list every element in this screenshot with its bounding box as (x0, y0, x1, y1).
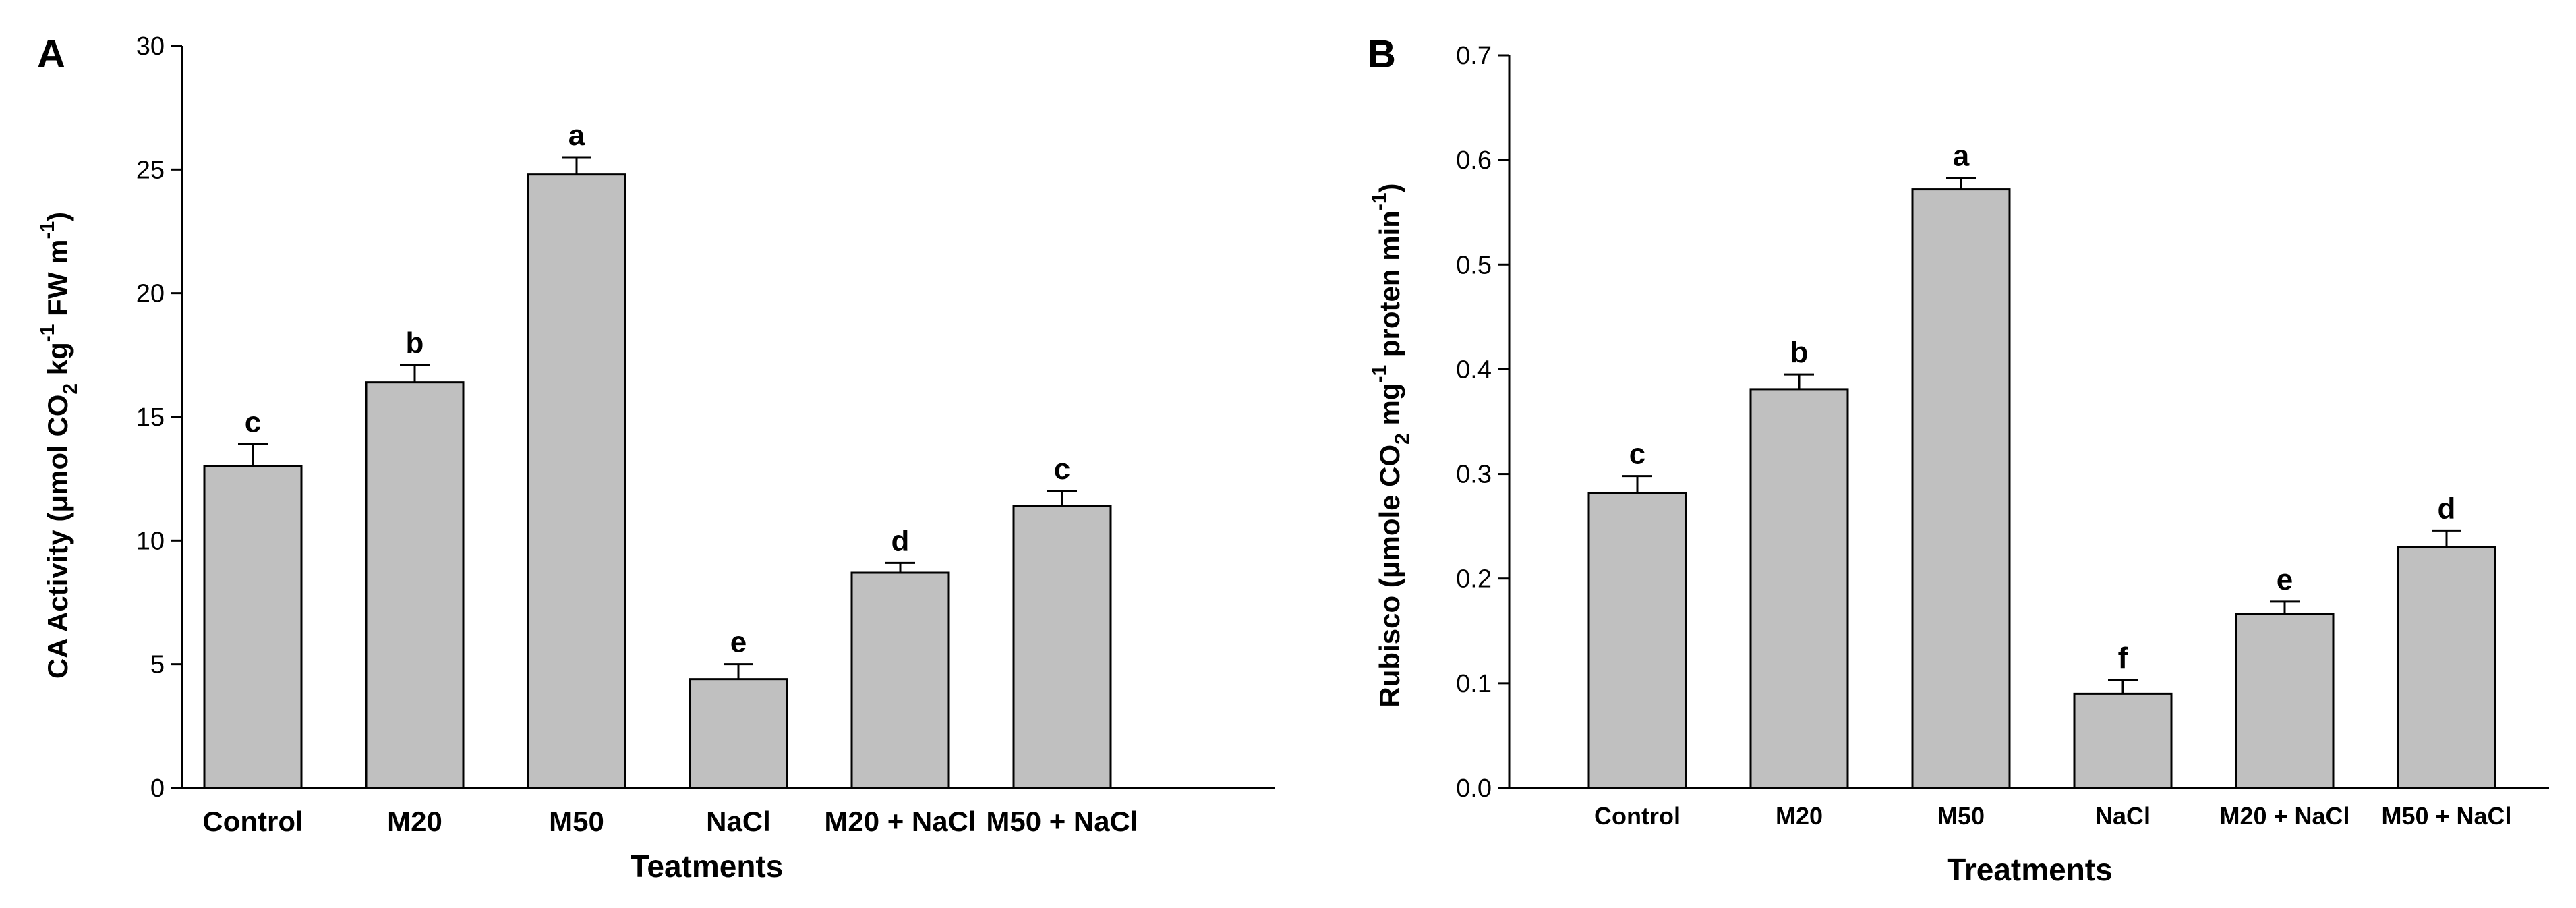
panel-a-y-tick-label: 30 (136, 32, 165, 61)
panel-a-category-label: Control (202, 805, 303, 837)
panel-b-y-tick-label: 0.3 (1456, 461, 1492, 489)
panel-b-significance-letter: b (1790, 336, 1809, 369)
panel-b-y-tick-label: 0.5 (1456, 251, 1492, 279)
panel-b-significance-letter: a (1953, 140, 1970, 173)
panel-a-category-label: M20 (387, 805, 442, 837)
panel-a-x-axis-title: Teatments (631, 849, 784, 884)
panel-b-significance-letter: c (1629, 438, 1645, 471)
panel-b-x-axis-title: Treatments (1947, 852, 2112, 887)
panel-a-y-tick-label: 0 (150, 774, 165, 803)
panel-a-significance-letter: a (568, 119, 585, 152)
panel-b-bar (1911, 188, 2011, 789)
panel-b-y-tick-label: 0.4 (1456, 356, 1492, 384)
panel-b-bar (2235, 613, 2335, 789)
panel-b-category-label: M20 + NaCl (2219, 802, 2349, 830)
panel-a-y-tick-label: 10 (136, 527, 165, 555)
panel-a-significance-letter: b (406, 327, 424, 360)
panel-a-category-label: M20 + NaCl (824, 805, 976, 837)
panel-b-chart: B Rubisco (μmole CO2 mg-1 proten min-1) … (1368, 32, 2549, 887)
panel-b-category-label: NaCl (2095, 802, 2150, 830)
panel-b-category-label: M50 (1937, 802, 1985, 830)
panel-b-category-label: M20 (1776, 802, 1823, 830)
panel-a-category-label: M50 (549, 805, 604, 837)
panel-b-bar (1749, 388, 1849, 789)
panel-b-y-tick-label: 0.6 (1456, 146, 1492, 175)
panel-a-bar (850, 571, 950, 789)
panel-a-y-tick-label: 15 (136, 403, 165, 432)
panel-a-bar (365, 381, 465, 789)
panel-a-significance-letter: c (245, 405, 261, 438)
panel-b-significance-letter: f (2118, 642, 2128, 675)
panel-b-bar (2073, 692, 2173, 789)
panel-a-letter: A (37, 32, 65, 76)
panel-a-bar (689, 678, 788, 789)
panel-a-bar (1012, 505, 1112, 789)
panel-a-category-label: NaCl (706, 805, 771, 837)
panel-a-y-tick-label: 25 (136, 156, 165, 184)
panel-a-y-axis-title: CA Activity (μmol CO2 kg-1 FW m-1) (36, 212, 82, 679)
panel-a-significance-letter: e (730, 626, 747, 659)
panel-b-bar (2397, 546, 2496, 789)
panel-b-y-tick-label: 0.0 (1456, 774, 1492, 803)
panel-a-category-label: M50 + NaCl (986, 805, 1138, 837)
panel-b-y-tick-label: 0.7 (1456, 42, 1492, 70)
panel-a-y-tick-label: 5 (150, 651, 165, 679)
panel-b-y-tick-label: 0.1 (1456, 670, 1492, 698)
panel-a-y-tick-label: 20 (136, 280, 165, 308)
panel-b-y-tick-label: 0.2 (1456, 565, 1492, 594)
panel-a-bar (527, 173, 626, 789)
panel-a-bar (203, 465, 303, 789)
panel-b-significance-letter: d (2438, 492, 2456, 525)
panel-a-chart: A CA Activity (μmol CO2 kg-1 FW m-1) Tea… (36, 32, 1275, 884)
panel-a-significance-letter: c (1054, 453, 1070, 486)
panel-a-significance-letter: d (891, 524, 910, 557)
panel-b-category-label: M50 + NaCl (2381, 802, 2511, 830)
panel-b-y-axis-title: Rubisco (μmole CO2 mg-1 proten min-1) (1368, 183, 1413, 707)
panel-b-category-label: Control (1594, 802, 1680, 830)
panel-b-bar (1587, 491, 1687, 789)
panel-b-significance-letter: e (2277, 563, 2293, 596)
panel-b-letter: B (1368, 32, 1396, 76)
